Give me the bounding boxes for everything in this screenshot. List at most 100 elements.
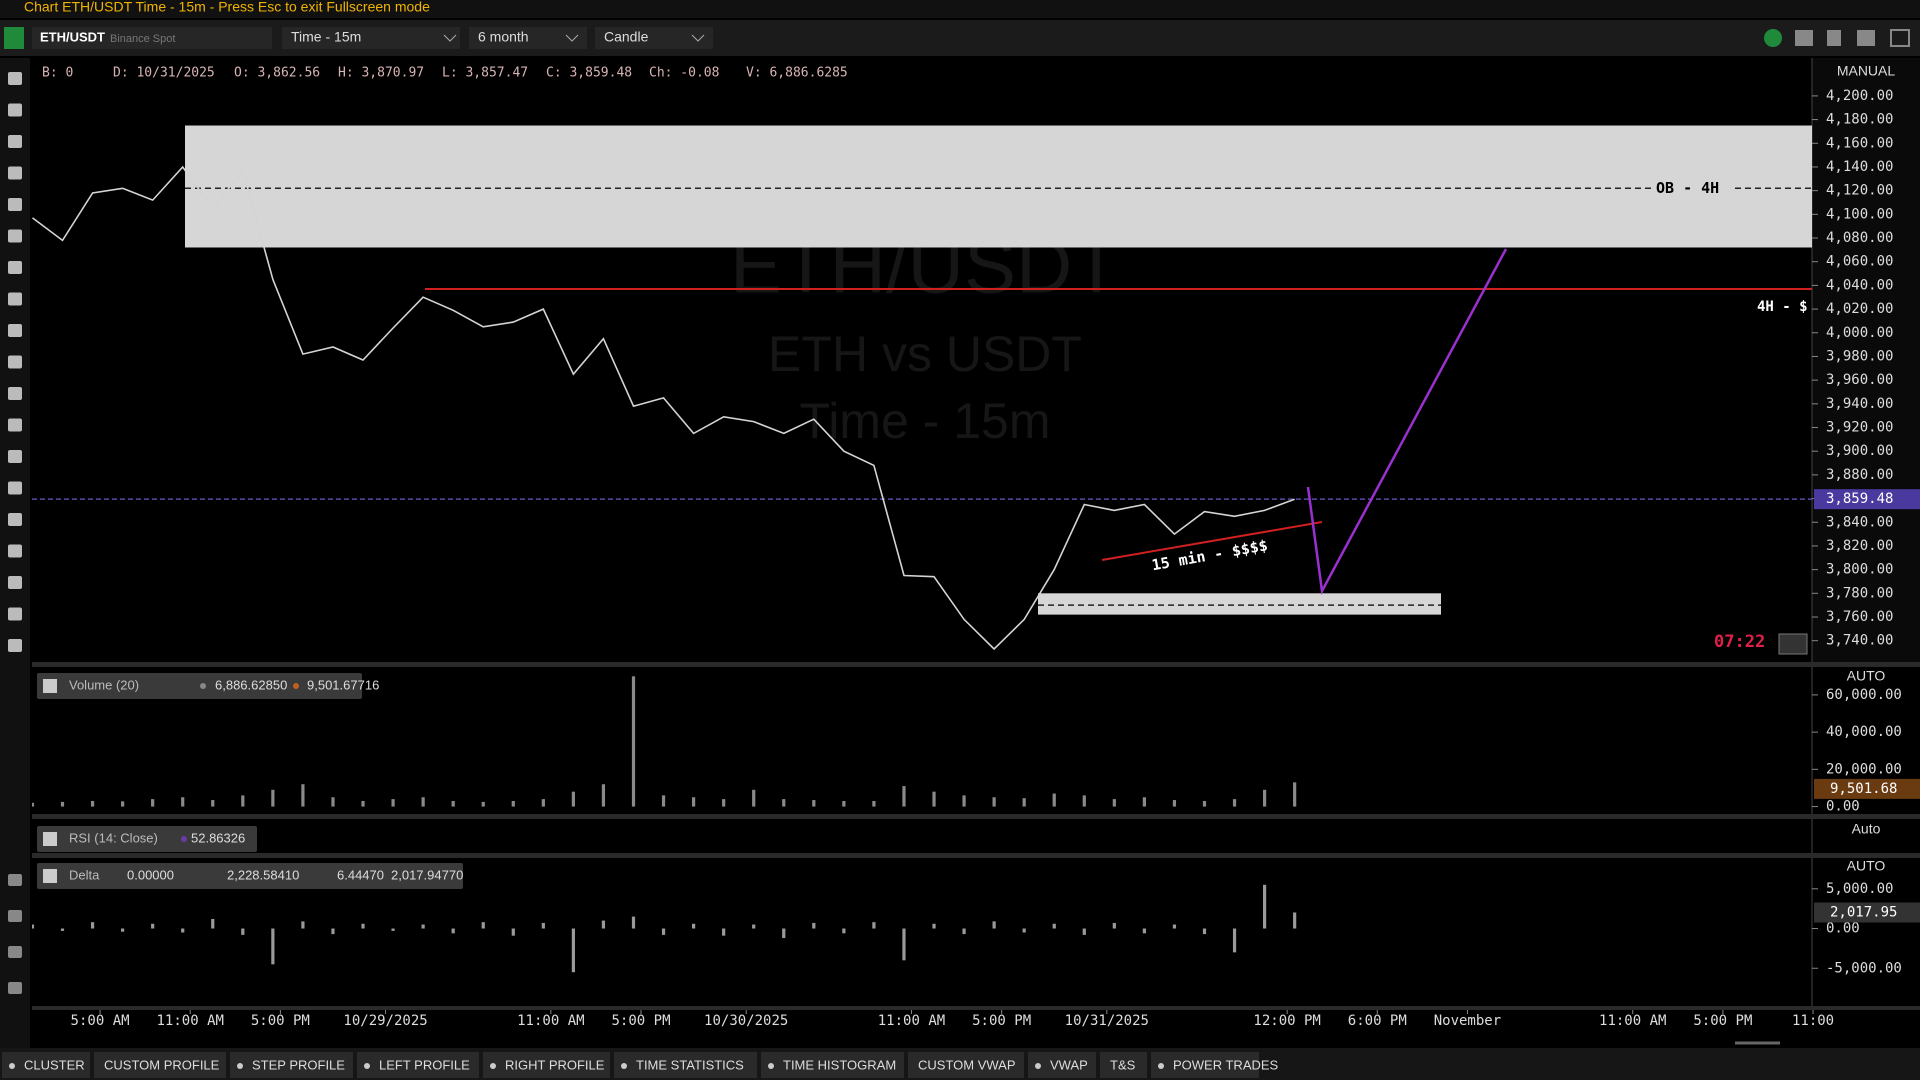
trend-line	[1101, 521, 1323, 561]
x-tick-label: 10/30/2025	[704, 1013, 788, 1029]
delta-bar	[932, 923, 936, 929]
delta-bar	[32, 924, 35, 929]
y-tick-label: 5,000.00	[1826, 881, 1893, 897]
range-select[interactable]	[469, 27, 587, 49]
timeframe-select[interactable]	[282, 27, 460, 49]
tool-button[interactable]	[8, 910, 22, 922]
tool-button[interactable]	[8, 387, 22, 400]
y-tick-label: 4,020.00	[1826, 301, 1893, 317]
tool-button[interactable]	[8, 513, 22, 526]
tab[interactable]	[357, 1052, 479, 1078]
tool-button[interactable]	[8, 450, 22, 463]
ob-label-bg	[1652, 179, 1734, 198]
tool-button[interactable]	[8, 166, 22, 180]
app-logo[interactable]	[4, 27, 24, 49]
tab-dot	[237, 1063, 243, 1069]
volume-bar	[60, 801, 65, 807]
toolbar-icon[interactable]	[1827, 30, 1841, 46]
y-tick-label: 4,140.00	[1826, 159, 1893, 175]
pane-legend	[37, 673, 362, 699]
tool-button[interactable]	[8, 576, 22, 589]
volume-bar	[992, 797, 996, 807]
tool-button[interactable]	[8, 544, 22, 558]
tool-button[interactable]	[8, 874, 22, 886]
tab[interactable]	[94, 1052, 226, 1078]
volume-pane	[32, 676, 1297, 807]
delta-bar	[992, 921, 996, 929]
symbol-box[interactable]	[32, 27, 272, 49]
ohlc-info: C: 3,859.48	[546, 66, 632, 81]
tab-label: CLUSTER	[24, 1057, 85, 1072]
tool-button[interactable]	[8, 103, 22, 117]
tab[interactable]	[483, 1052, 610, 1078]
tool-button[interactable]	[8, 946, 22, 958]
tool-button[interactable]	[8, 292, 22, 306]
tab-dot	[621, 1063, 627, 1069]
volume-bar	[1172, 800, 1177, 807]
tool-button[interactable]	[8, 481, 22, 495]
y-tick-label: 3,760.00	[1826, 609, 1893, 625]
volume-bar	[32, 802, 35, 807]
tab[interactable]	[614, 1052, 757, 1078]
toolbar-icon[interactable]	[1890, 29, 1910, 47]
tool-button[interactable]	[8, 982, 22, 994]
delta-pane	[32, 884, 1297, 973]
scale-mode: Auto	[1852, 821, 1881, 837]
tool-button[interactable]	[8, 639, 22, 652]
tab-label: POWER TRADES	[1173, 1057, 1279, 1072]
legend-text: RSI (14: Close)	[69, 830, 158, 845]
y-tick-label: 4,040.00	[1826, 277, 1893, 293]
delta-bar	[1022, 928, 1026, 933]
type-select[interactable]	[595, 27, 713, 49]
volume-bar	[1022, 798, 1026, 807]
delta-bar	[752, 924, 756, 929]
symbol: ETH/USDT	[40, 29, 105, 44]
tool-button[interactable]	[8, 198, 22, 211]
y-tick-label: 4,120.00	[1826, 183, 1893, 199]
tool-button[interactable]	[8, 607, 22, 621]
timeframe: Time - 15m	[291, 29, 361, 45]
tool-button[interactable]	[8, 72, 22, 85]
volume-badge-label: 9,501.68	[1830, 781, 1897, 797]
volume-bar	[962, 795, 966, 807]
tab-dot	[768, 1063, 774, 1069]
y-tick-label: 4,000.00	[1826, 325, 1893, 341]
scroll-to-end[interactable]	[1778, 633, 1808, 655]
x-tick-label: November	[1434, 1013, 1501, 1029]
tool-button[interactable]	[8, 229, 22, 243]
delta-bar	[1112, 922, 1116, 929]
delta-bar	[1052, 923, 1056, 929]
tab-label: CUSTOM PROFILE	[104, 1057, 220, 1072]
delta-bar	[962, 928, 966, 935]
tool-button[interactable]	[8, 261, 22, 274]
tab[interactable]	[908, 1052, 1024, 1078]
volume-bar	[451, 800, 455, 807]
toolbar-icon[interactable]	[1795, 30, 1813, 46]
tab-dot	[1035, 1063, 1041, 1069]
legend-text: 52.86326	[191, 830, 245, 845]
tool-button[interactable]	[8, 418, 22, 432]
ohlc-info: D: 10/31/2025	[113, 66, 215, 81]
delta-bar	[271, 928, 275, 965]
y-tick-label: 4,180.00	[1826, 112, 1893, 128]
toolbar-icon[interactable]	[1857, 30, 1875, 46]
tab[interactable]	[1151, 1052, 1259, 1078]
tab[interactable]	[230, 1052, 353, 1078]
tool-button[interactable]	[8, 355, 22, 369]
tool-button[interactable]	[8, 324, 22, 337]
tool-button[interactable]	[8, 135, 22, 148]
delta-bar	[331, 928, 335, 935]
toolbar-icon[interactable]	[1764, 29, 1782, 47]
tab[interactable]	[761, 1052, 904, 1078]
y-tick-label: 3,780.00	[1826, 585, 1893, 601]
y-tick-label: 4,100.00	[1826, 206, 1893, 222]
volume-bar	[812, 800, 816, 807]
tab[interactable]	[1100, 1052, 1147, 1078]
volume-bar	[271, 789, 275, 807]
y-tick-label: 20,000.00	[1826, 761, 1902, 777]
watermark: Time - 15m	[800, 393, 1051, 449]
tab[interactable]	[2, 1052, 90, 1078]
y-tick-label: 4,160.00	[1826, 135, 1893, 151]
